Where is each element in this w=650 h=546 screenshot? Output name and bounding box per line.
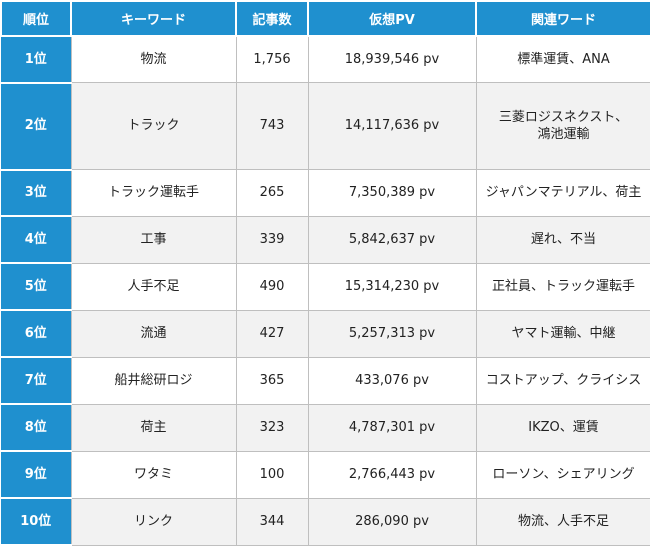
- virtual-pv-cell: 433,076 pv: [307, 357, 476, 405]
- rank-cell: 3位: [1, 169, 71, 218]
- table-row: 9位 ワタミ 100 2,766,443 pv ローソン、シェアリング: [1, 451, 650, 500]
- header-article-count: 記事数: [235, 0, 309, 37]
- related-words-cell: ヤマト運輸、中継: [475, 310, 650, 358]
- virtual-pv-cell: 4,787,301 pv: [307, 404, 476, 452]
- article-count-cell: 100: [235, 451, 308, 499]
- rank-cell: 7位: [1, 357, 71, 406]
- table-row: 8位 荷主 323 4,787,301 pv IKZO、運賃: [1, 404, 650, 453]
- article-count-cell: 427: [235, 310, 308, 358]
- article-count-cell: 490: [235, 263, 308, 311]
- virtual-pv-cell: 2,766,443 pv: [307, 451, 476, 499]
- rank-cell: 6位: [1, 310, 71, 359]
- article-count-cell: 1,756: [235, 36, 308, 84]
- rank-cell: 5位: [1, 263, 71, 312]
- keyword-cell: 船井総研ロジ: [70, 357, 236, 405]
- virtual-pv-cell: 14,117,636 pv: [307, 82, 476, 171]
- article-count-cell: 365: [235, 357, 308, 405]
- article-count-cell: 344: [235, 498, 308, 546]
- keyword-cell: トラック運転手: [70, 169, 236, 217]
- related-words-cell: ローソン、シェアリング: [475, 451, 650, 499]
- virtual-pv-cell: 15,314,230 pv: [307, 263, 476, 311]
- related-words-cell: 遅れ、不当: [475, 216, 650, 264]
- virtual-pv-cell: 5,257,313 pv: [307, 310, 476, 358]
- rank-cell: 8位: [1, 404, 71, 453]
- rank-cell: 4位: [1, 216, 71, 265]
- keyword-cell: 荷主: [70, 404, 236, 452]
- table-row: 4位 工事 339 5,842,637 pv 遅れ、不当: [1, 216, 650, 265]
- table-row: 6位 流通 427 5,257,313 pv ヤマト運輸、中継: [1, 310, 650, 359]
- related-words-cell: 正社員、トラック運転手: [475, 263, 650, 311]
- virtual-pv-cell: 5,842,637 pv: [307, 216, 476, 264]
- table-body: 1位 物流 1,756 18,939,546 pv 標準運賃、ANA 2位 トラック 743 1…: [1, 36, 650, 546]
- related-words-cell: 標準運賃、ANA: [475, 36, 650, 84]
- related-words-cell: 三菱ロジスネクスト、 鴻池運輸: [475, 82, 650, 171]
- related-words-cell: ジャパンマテリアル、荷主: [475, 169, 650, 217]
- keyword-cell: 流通: [70, 310, 236, 358]
- keyword-cell: 工事: [70, 216, 236, 264]
- article-count-cell: 323: [235, 404, 308, 452]
- related-words-cell: 物流、人手不足: [475, 498, 650, 546]
- header-related-words: 関連ワード: [475, 0, 650, 37]
- table-row: 2位 トラック 743 14,117,636 pv 三菱ロジスネクスト、 鴻池運輸: [1, 82, 650, 171]
- article-count-cell: 265: [235, 169, 308, 217]
- virtual-pv-cell: 18,939,546 pv: [307, 36, 476, 84]
- keyword-cell: ワタミ: [70, 451, 236, 499]
- table-header-row: 順位 キーワード 記事数 仮想PV 関連ワード: [0, 0, 650, 37]
- related-words-cell: IKZO、運賃: [475, 404, 650, 452]
- article-count-cell: 339: [235, 216, 308, 264]
- header-rank: 順位: [0, 0, 72, 37]
- keyword-cell: トラック: [70, 82, 236, 171]
- table-row: 3位 トラック運転手 265 7,350,389 pv ジャパンマテリアル、荷主: [1, 169, 650, 218]
- rank-cell: 1位: [1, 36, 71, 84]
- keyword-cell: 物流: [70, 36, 236, 84]
- rank-cell: 10位: [1, 498, 71, 546]
- virtual-pv-cell: 286,090 pv: [307, 498, 476, 546]
- table-row: 7位 船井総研ロジ 365 433,076 pv コストアップ、クライシス: [1, 357, 650, 406]
- rank-cell: 2位: [1, 82, 71, 171]
- rank-cell: 9位: [1, 451, 71, 500]
- header-virtual-pv: 仮想PV: [307, 0, 477, 37]
- virtual-pv-cell: 7,350,389 pv: [307, 169, 476, 217]
- related-words-cell: コストアップ、クライシス: [475, 357, 650, 405]
- table-row: 5位 人手不足 490 15,314,230 pv 正社員、トラック運転手: [1, 263, 650, 312]
- header-keyword: キーワード: [70, 0, 237, 37]
- table-row: 1位 物流 1,756 18,939,546 pv 標準運賃、ANA: [1, 36, 650, 84]
- keyword-cell: 人手不足: [70, 263, 236, 311]
- article-count-cell: 743: [235, 82, 308, 171]
- keyword-cell: リンク: [70, 498, 236, 546]
- table-row: 10位 リンク 344 286,090 pv 物流、人手不足: [1, 498, 650, 546]
